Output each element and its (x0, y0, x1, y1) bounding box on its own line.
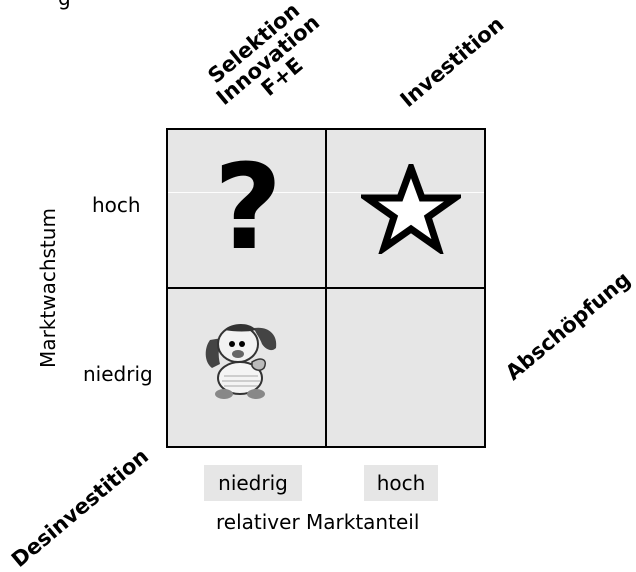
label-desinvestition: Desinvestition (6, 443, 154, 572)
grid-faint-line (168, 192, 325, 193)
x-tick-high: hoch (364, 465, 438, 501)
y-axis-label: Marktwachstum (36, 208, 60, 368)
matrix-horizontal-divider (168, 287, 484, 289)
y-tick-low: niedrig (83, 362, 153, 386)
y-tick-high: hoch (92, 193, 141, 217)
portfolio-matrix: ? (166, 128, 486, 448)
label-selektion-innovation: Selektion Innovation F+E (203, 0, 325, 110)
x-axis-label: relativer Marktanteil (216, 510, 420, 534)
label-investition: Investition (395, 11, 509, 113)
label-abschoepfung: Abschöpfung (501, 267, 635, 385)
question-mark-icon: ? (213, 138, 283, 276)
x-tick-low: niedrig (204, 465, 302, 501)
dog-icon (205, 324, 277, 399)
star-icon (361, 164, 461, 254)
cropped-text-fragment: g (58, 0, 71, 10)
